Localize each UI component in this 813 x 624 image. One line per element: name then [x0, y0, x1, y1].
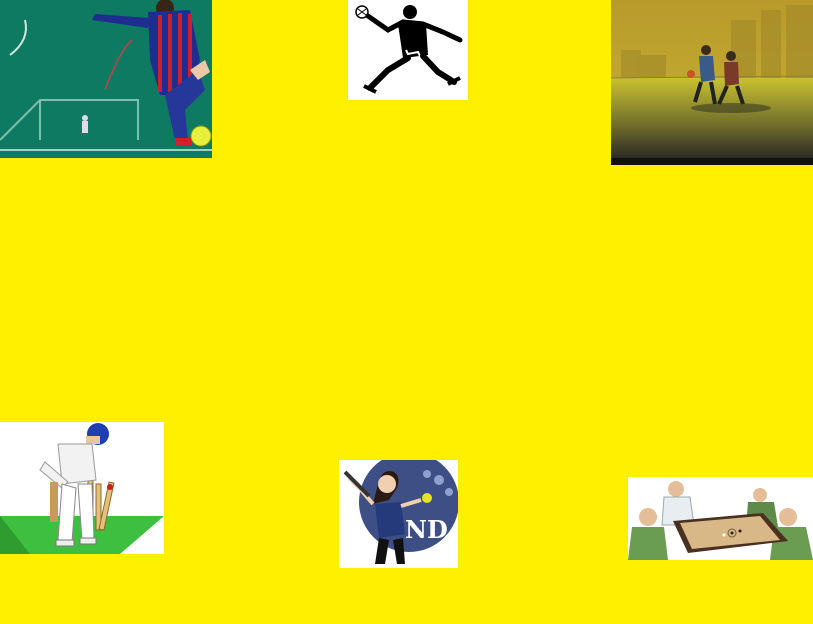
softball-player-image: ND: [339, 460, 458, 568]
cricket-batsman-bowled-icon: [0, 422, 164, 554]
handball-player-image: [348, 0, 468, 100]
street-basketball-players-icon: [611, 0, 813, 165]
cricket-batsman-image: [0, 422, 164, 554]
soccer-player-image: [0, 0, 212, 158]
carrom-players-image: [628, 477, 813, 560]
softball-logo-text: ND: [405, 515, 448, 544]
carrom-board-players-icon: [628, 477, 813, 560]
soccer-player-kicking-icon: [0, 0, 212, 158]
basketball-players-image: [611, 0, 813, 165]
handball-player-jumping-icon: [348, 0, 468, 100]
softball-girl-player-icon: ND: [339, 460, 458, 568]
